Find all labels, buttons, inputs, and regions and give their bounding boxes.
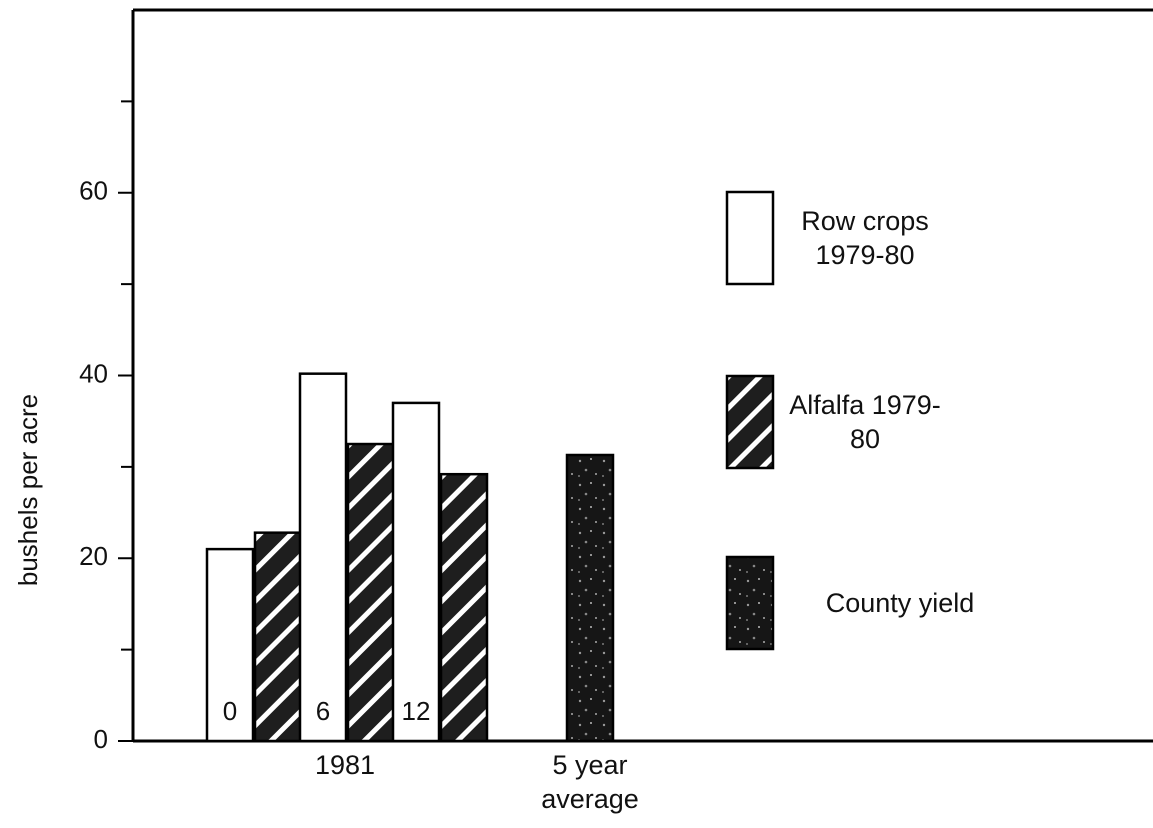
bar: [346, 442, 396, 743]
legend-swatch: [725, 374, 775, 470]
x-group-label: 1981: [314, 750, 376, 780]
bar: [565, 453, 615, 743]
y-tick-label: 40: [79, 358, 108, 388]
legend-swatch: [725, 555, 775, 651]
x-group-label: 5 year average: [541, 750, 639, 814]
legend-label: Row crops 1979-80: [801, 206, 929, 270]
bar: [298, 372, 348, 743]
y-tick-label: 60: [79, 176, 108, 206]
y-tick-label: 20: [79, 541, 108, 571]
legend-swatch: [725, 190, 775, 286]
bar: [205, 547, 255, 743]
bar: [253, 531, 303, 743]
y-tick-label: 0: [94, 724, 108, 754]
y-axis-label: bushels per acre: [13, 394, 43, 586]
x-tick-label: 6: [316, 696, 330, 726]
x-tick-label: 12: [402, 696, 431, 726]
x-tick-label: 0: [223, 696, 237, 726]
legend-label: County yield: [825, 588, 975, 618]
bar: [391, 401, 441, 743]
legend-label: Alfalfa 1979-80: [789, 390, 941, 454]
bar: [439, 472, 489, 743]
